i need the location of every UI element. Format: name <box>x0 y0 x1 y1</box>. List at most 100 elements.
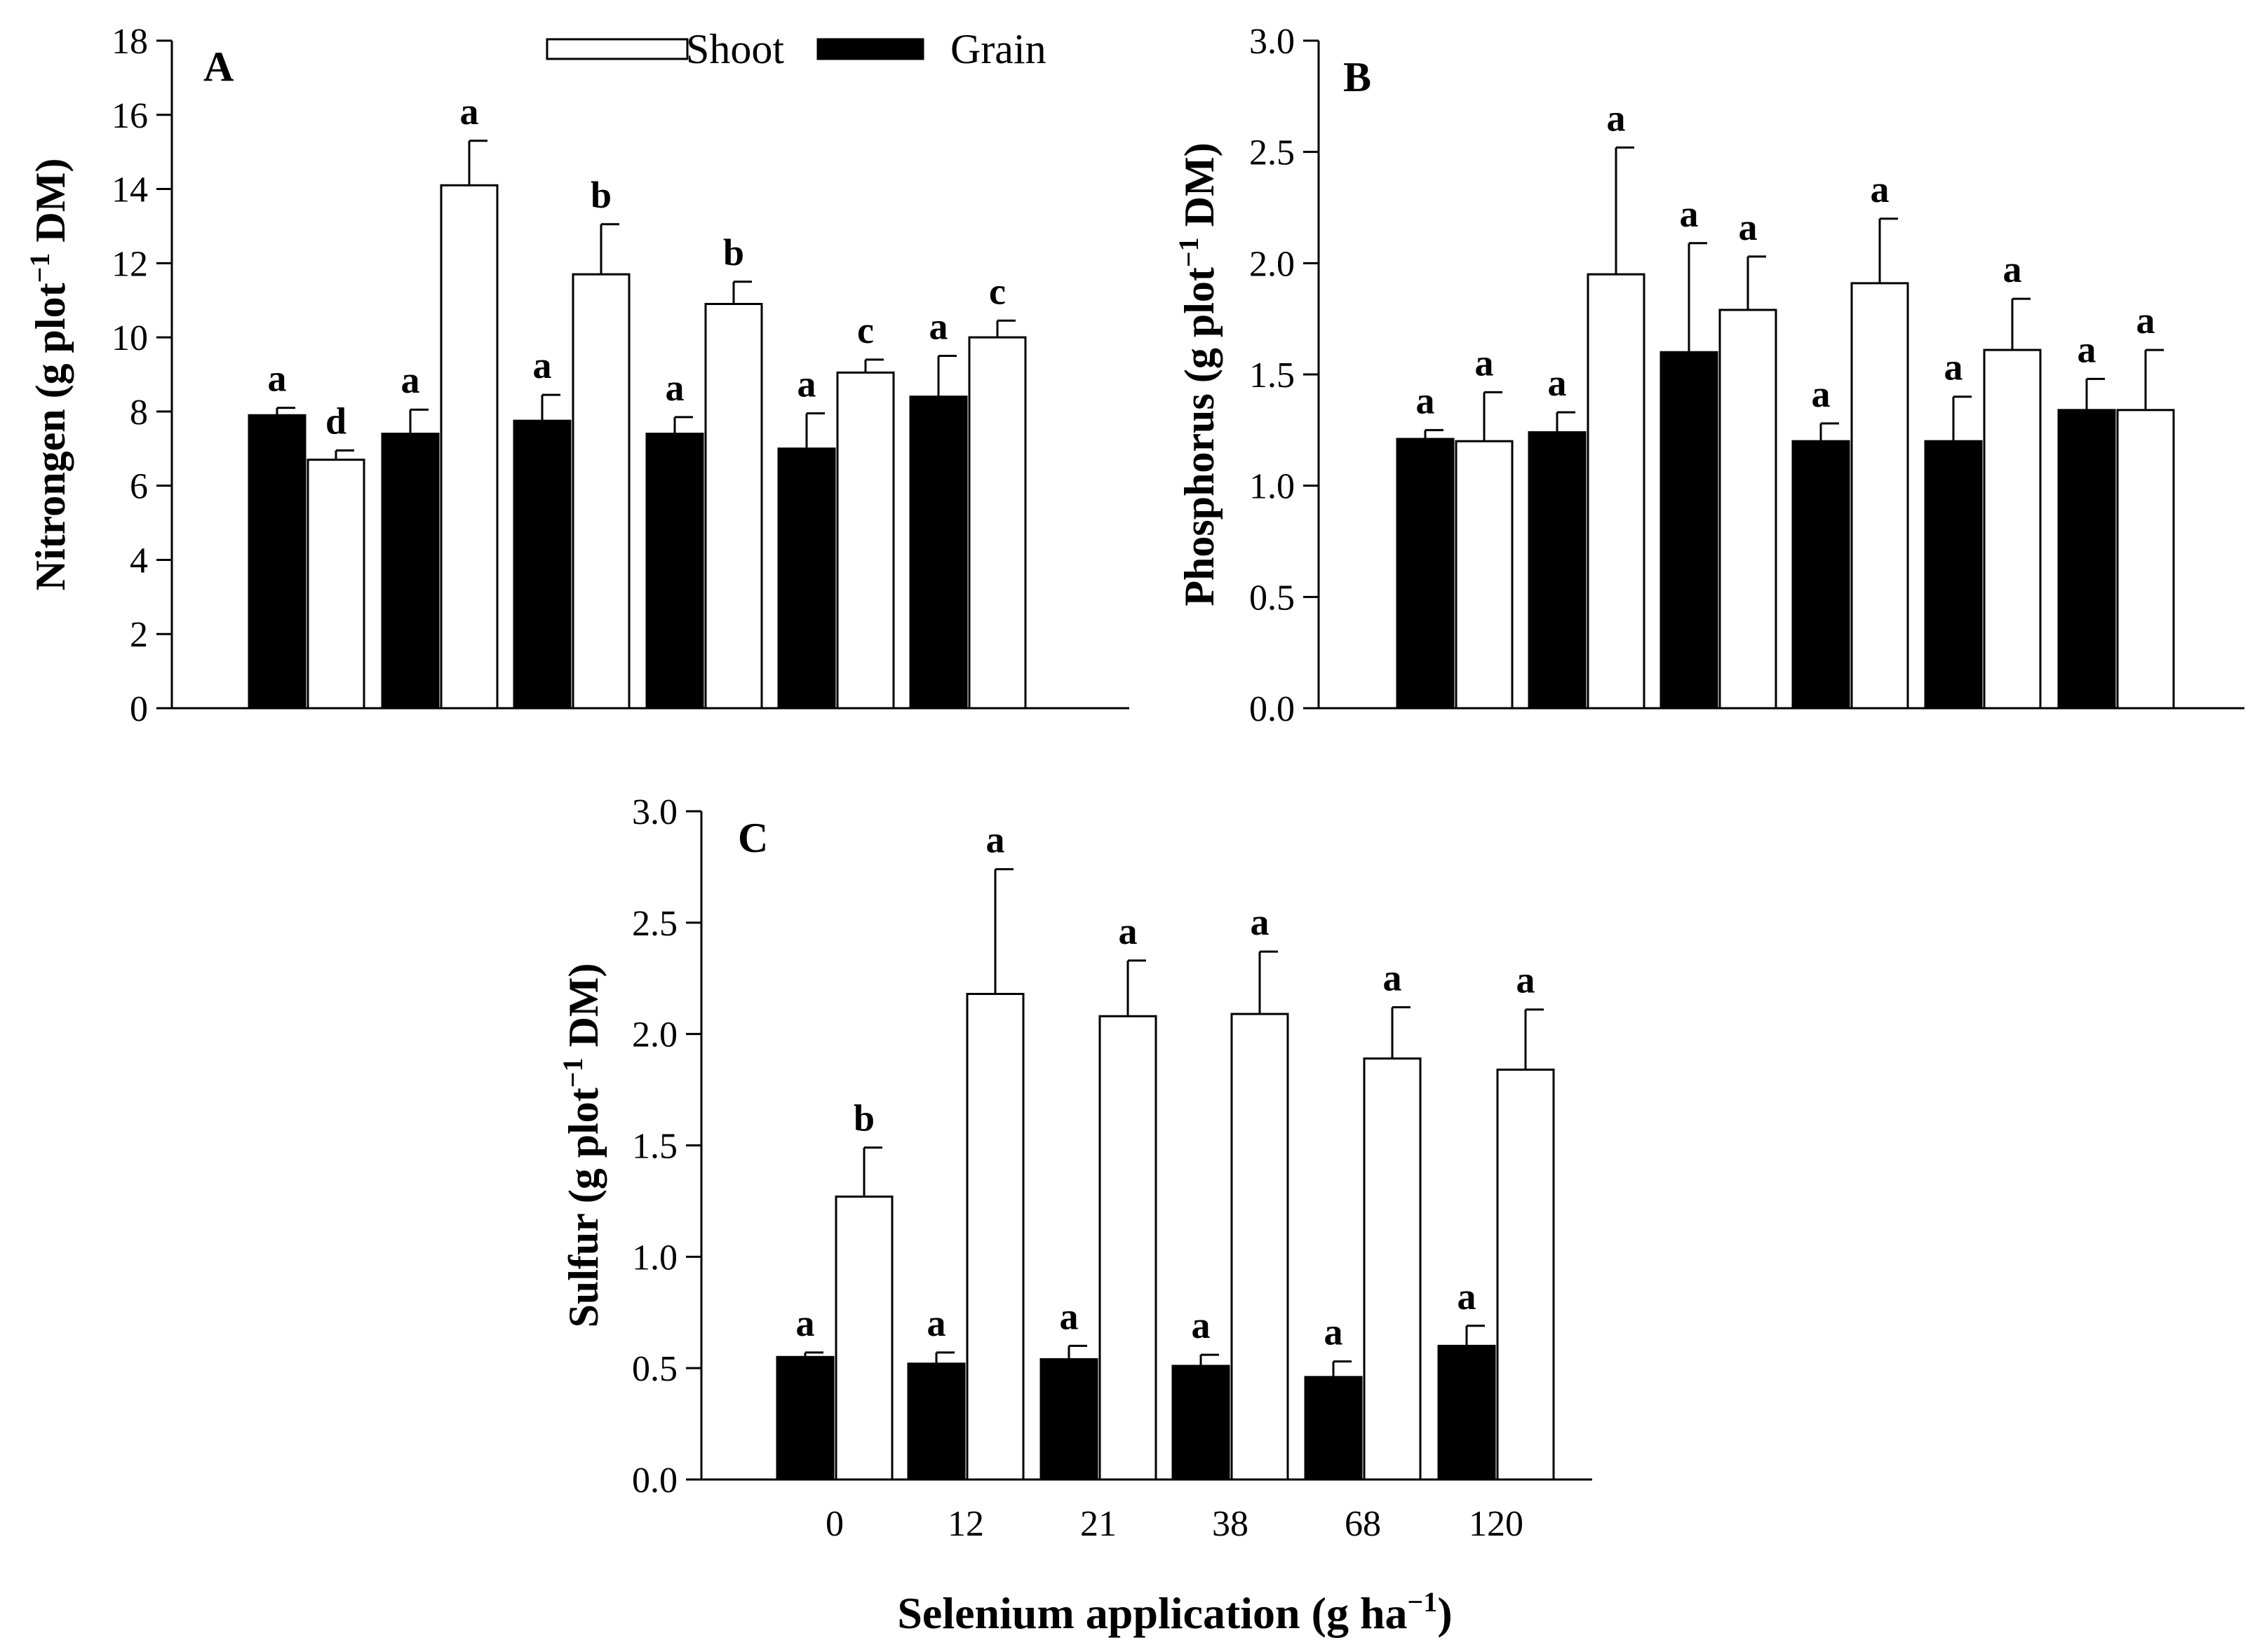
panel-a-bar-shoot-120 <box>968 336 1027 710</box>
legend-grain-swatch <box>816 38 924 60</box>
panel-c-sig-shoot-0: b <box>854 1097 875 1139</box>
panel-c-bar-grain-120 <box>1437 1344 1496 1481</box>
panel-b-bar-grain-120 <box>2057 409 2116 710</box>
panel-b-y-tick-label: 3.0 <box>1249 22 1295 62</box>
panel-b-bar-grain-21 <box>1660 351 1718 710</box>
panel-a-sig-grain-68: a <box>797 363 816 405</box>
panel-c-y-tick-label: 0.0 <box>632 1461 678 1501</box>
panel-b-y-tick-label: 0.5 <box>1249 578 1295 618</box>
legend-shoot-label: Shoot <box>686 26 784 72</box>
panel-c-label: C <box>738 815 768 861</box>
panel-b-sig-grain-21: a <box>1680 193 1699 235</box>
panel-a-bar-grain-38 <box>645 433 704 710</box>
panel-c-x-tick-label: 21 <box>1080 1504 1117 1544</box>
panel-c-x-tick-label: 68 <box>1345 1504 1381 1544</box>
panel-a-bar-grain-12 <box>381 433 440 710</box>
panel-a-y-tick-label: 6 <box>130 467 148 507</box>
panel-a-bar-grain-120 <box>909 395 968 710</box>
panel-c-y-tick-label: 3.0 <box>632 792 678 832</box>
panel-a-label: A <box>203 43 234 90</box>
panel-c-x-tick-label: 120 <box>1469 1504 1523 1544</box>
panel-c-bar-shoot-21 <box>1098 1015 1157 1481</box>
panel-a-bar-grain-21 <box>513 419 572 710</box>
panel-b-bar-shoot-0 <box>1455 440 1514 710</box>
panel-c-x-tick-label: 0 <box>826 1504 844 1544</box>
panel-b-bar-shoot-120 <box>2116 409 2175 710</box>
panel-a-y-tick-label: 12 <box>112 244 148 284</box>
panel-a-sig-shoot-68: c <box>857 309 874 351</box>
panel-a-bar-grain-68 <box>777 447 836 710</box>
panel-b-sig-shoot-0: a <box>1475 341 1494 384</box>
panel-c-sig-shoot-38: a <box>1251 901 1270 943</box>
panel-b-sig-grain-38: a <box>1812 373 1831 415</box>
panel-a-bar-shoot-0 <box>307 459 365 710</box>
panel-b-sig-shoot-68: a <box>2003 248 2022 290</box>
panel-b-bar-shoot-68 <box>1983 348 2042 710</box>
panel-a-y-tick-label: 0 <box>130 689 148 729</box>
panel-b-sig-shoot-12: a <box>1607 97 1626 139</box>
panel-b-sig-shoot-21: a <box>1739 206 1758 248</box>
panel-a-y-tick-label: 18 <box>112 22 148 62</box>
x-axis-title: Selenium application (g ha−1) <box>897 1586 1452 1638</box>
panel-c-sig-shoot-68: a <box>1383 957 1402 999</box>
panel-b-sig-shoot-120: a <box>2136 299 2155 341</box>
panel-c-chart: 0.0 0.5 1.0 1.5 2.0 2.5 3.0 C Sulfur (g plot−1 D… <box>557 792 1592 1544</box>
panel-c-x-tick-label: 12 <box>948 1504 984 1544</box>
panel-c-sig-grain-68: a <box>1324 1311 1343 1353</box>
panel-c-bar-shoot-68 <box>1363 1057 1422 1481</box>
panel-c-bar-shoot-12 <box>966 992 1025 1481</box>
panel-a-y-tick-label: 10 <box>112 318 148 358</box>
panel-a-y-tick-label: 4 <box>130 541 148 581</box>
panel-c-sig-grain-120: a <box>1457 1275 1476 1318</box>
panel-b-y-tick-label: 2.0 <box>1249 244 1295 284</box>
panel-b-bar-shoot-12 <box>1587 273 1645 710</box>
panel-a-bar-grain-0 <box>248 414 307 710</box>
panel-c-bar-shoot-0 <box>835 1196 894 1481</box>
panel-a-sig-shoot-12: a <box>460 90 479 133</box>
panel-b-sig-grain-68: a <box>1944 346 1963 388</box>
panel-a-sig-grain-120: a <box>929 306 948 348</box>
panel-c-sig-shoot-21: a <box>1119 910 1138 952</box>
panel-a-sig-shoot-21: b <box>591 174 612 216</box>
panel-a-sig-shoot-120: c <box>989 270 1006 312</box>
panel-c-sig-grain-21: a <box>1060 1295 1079 1337</box>
panel-b-y-tick-label: 1.5 <box>1249 356 1295 395</box>
panel-c-sig-grain-0: a <box>796 1302 815 1344</box>
panel-a-y-tick-label: 16 <box>112 96 148 136</box>
panel-a-chart: 0 2 4 6 8 10 12 14 16 18 A Nitrongen (g plot−1 DM) a… <box>24 22 1129 729</box>
panel-c-bar-grain-21 <box>1039 1358 1098 1481</box>
panel-a-sig-grain-38: a <box>666 367 685 409</box>
panel-c-bar-grain-68 <box>1304 1376 1363 1481</box>
panel-a-y-tick-label: 2 <box>130 615 148 655</box>
panel-a-sig-shoot-0: d <box>325 400 346 442</box>
panel-b-y-tick-label: 0.0 <box>1249 689 1295 729</box>
panel-b-y-tick-label: 2.5 <box>1249 133 1295 173</box>
legend-shoot-swatch <box>546 38 689 60</box>
panel-a-sig-shoot-38: b <box>723 231 744 273</box>
panel-b-bar-grain-0 <box>1396 438 1455 710</box>
panel-a-bar-shoot-68 <box>836 371 895 710</box>
panel-b-bar-shoot-21 <box>1718 309 1777 710</box>
panel-b-bar-grain-12 <box>1528 431 1587 710</box>
panel-c-y-tick-label: 0.5 <box>632 1349 678 1389</box>
panel-c-sig-grain-38: a <box>1192 1304 1211 1346</box>
panel-a-sig-grain-12: a <box>401 359 420 401</box>
panel-c-bar-shoot-120 <box>1496 1068 1555 1481</box>
panel-b-sig-grain-120: a <box>2078 328 2096 370</box>
panel-c-y-tick-label: 2.0 <box>632 1015 678 1055</box>
panel-c-x-tick-label: 38 <box>1212 1504 1248 1544</box>
panel-b-chart: 0.0 0.5 1.0 1.5 2.0 2.5 3.0 B Phosphorus (g plot… <box>1173 22 2244 729</box>
panel-a-y-tick-label: 8 <box>130 393 148 433</box>
panel-b-bar-grain-68 <box>1924 440 1983 710</box>
panel-a-bar-shoot-21 <box>572 273 631 710</box>
panel-c-bar-grain-12 <box>907 1362 966 1481</box>
panel-c-y-tick-label: 2.5 <box>632 904 678 944</box>
panel-a-y-tick-label: 14 <box>112 170 148 210</box>
panel-c-sig-shoot-120: a <box>1516 959 1535 1001</box>
panel-b-sig-grain-12: a <box>1548 362 1567 404</box>
panel-c-y-axis-title: Sulfur (g plot−1 DM) <box>557 963 607 1327</box>
panel-b-sig-shoot-38: a <box>1871 168 1890 210</box>
panel-c-bar-shoot-38 <box>1230 1013 1289 1481</box>
panel-c-bar-grain-38 <box>1171 1365 1230 1481</box>
